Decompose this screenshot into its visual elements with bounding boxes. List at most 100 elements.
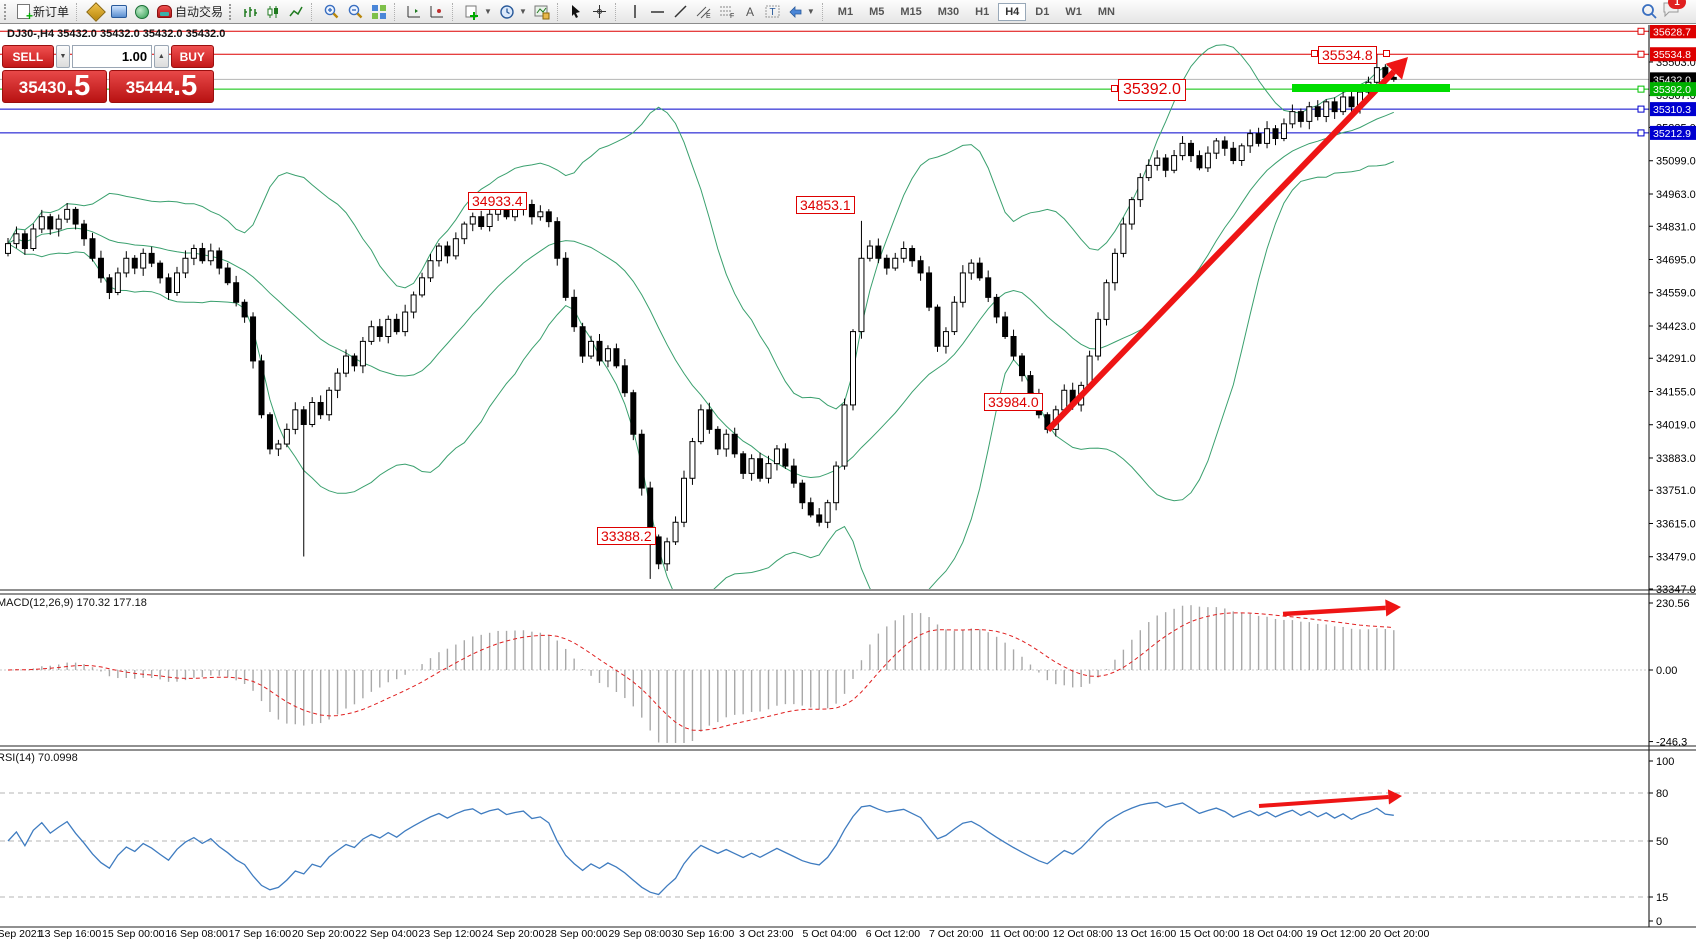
period-button[interactable]: ▼ (496, 2, 530, 22)
svg-text:24 Sep 20:00: 24 Sep 20:00 (482, 928, 545, 940)
timeframe-m15[interactable]: M15 (893, 3, 928, 21)
svg-text:34695.0: 34695.0 (1656, 254, 1696, 266)
dropdown-arrow-icon: ▼ (518, 7, 527, 16)
buy-price-display[interactable]: 35444.5 (109, 70, 214, 103)
cursor-button[interactable] (566, 2, 588, 22)
svg-text:0.00: 0.00 (1656, 665, 1677, 677)
svg-text:34963.0: 34963.0 (1656, 189, 1696, 201)
svg-text:15 Sep 00:00: 15 Sep 00:00 (102, 928, 165, 940)
sell-price-main: 35430 (18, 78, 67, 97)
text-label-button[interactable]: T (762, 2, 784, 22)
macd-indicator-label: MACD(12,26,9) 170.32 177.18 (0, 597, 147, 609)
chart-canvas[interactable]: 35503.035367.035235.035099.034963.034831… (0, 25, 1696, 940)
search-icon (1642, 3, 1657, 19)
svg-text:33479.0: 33479.0 (1656, 552, 1696, 564)
auto-trading-button[interactable]: 自动交易 (154, 2, 226, 22)
volume-decrease-button[interactable]: ▼ (55, 45, 71, 68)
vertical-line-button[interactable] (624, 2, 646, 22)
candlestick-button[interactable] (262, 2, 284, 22)
text-label-icon: T (765, 5, 780, 18)
arrows-tool-button[interactable]: ▼ (785, 2, 818, 22)
new-order-label: 新订单 (33, 5, 70, 19)
sell-button[interactable]: SELL (2, 45, 54, 68)
toolbar-grip[interactable] (229, 3, 236, 20)
svg-text:19 Oct 12:00: 19 Oct 12:00 (1306, 928, 1366, 940)
separator (311, 2, 316, 21)
text-button[interactable]: A (739, 2, 761, 22)
search-button[interactable] (1637, 2, 1661, 22)
svg-text:7 Oct 20:00: 7 Oct 20:00 (929, 928, 983, 940)
timeframe-m5[interactable]: M5 (862, 3, 891, 21)
fibonacci-button[interactable]: F (716, 2, 738, 22)
dropdown-arrow-icon: ▼ (484, 7, 492, 16)
timeframe-h4[interactable]: H4 (998, 2, 1027, 21)
signals-button[interactable] (131, 2, 153, 22)
signals-icon (135, 4, 150, 19)
new-order-icon (17, 4, 33, 23)
timeframe-w1[interactable]: W1 (1058, 3, 1089, 21)
zoom-in-icon (324, 4, 339, 19)
vertical-line-icon (634, 5, 636, 18)
line-chart-icon (289, 6, 303, 16)
buy-price-main: 35444 (125, 78, 174, 97)
add-indicator-button[interactable]: ▼ (461, 2, 495, 22)
svg-text:34831.0: 34831.0 (1656, 221, 1696, 233)
templates-icon (534, 5, 550, 19)
tile-windows-button[interactable] (368, 2, 390, 22)
auto-scroll-button[interactable] (403, 2, 425, 22)
svg-text:12 Oct 08:00: 12 Oct 08:00 (1053, 928, 1113, 940)
new-order-button[interactable]: 新订单 (14, 2, 72, 23)
sell-price-fraction: .5 (66, 70, 91, 102)
svg-text:T: T (769, 7, 775, 18)
market-watch-button[interactable] (85, 1, 107, 22)
svg-text:0: 0 (1656, 916, 1662, 928)
timeframe-m1[interactable]: M1 (831, 3, 860, 21)
svg-text:23 Sep 12:00: 23 Sep 12:00 (419, 928, 482, 940)
fibonacci-icon: F (719, 6, 734, 19)
horizontal-line-button[interactable] (647, 2, 669, 22)
trendline-icon (674, 5, 687, 18)
timeframe-d1[interactable]: D1 (1028, 3, 1056, 21)
notifications-button[interactable]: 1 (1662, 0, 1686, 23)
svg-text:18 Oct 04:00: 18 Oct 04:00 (1243, 928, 1303, 940)
svg-text:34291.0: 34291.0 (1656, 353, 1696, 365)
templates-button[interactable] (531, 2, 553, 22)
svg-text:Sep 2021: Sep 2021 (0, 928, 43, 940)
bar-chart-button[interactable] (239, 2, 261, 22)
svg-text:5 Oct 04:00: 5 Oct 04:00 (802, 928, 856, 940)
zoom-in-button[interactable] (320, 2, 343, 22)
meta-editor-button[interactable] (108, 2, 130, 22)
dropdown-arrow-icon: ▼ (806, 7, 815, 16)
sell-price-display[interactable]: 35430.5 (2, 70, 107, 103)
chart-shift-button[interactable] (426, 2, 448, 22)
svg-text:34423.0: 34423.0 (1656, 321, 1696, 333)
trendline-button[interactable] (670, 2, 692, 22)
buy-button[interactable]: BUY (170, 45, 214, 68)
toolbar-grip[interactable] (4, 3, 11, 20)
chart-shift-icon (430, 5, 444, 17)
svg-text:A: A (746, 5, 754, 19)
crosshair-icon (593, 5, 607, 18)
crosshair-button[interactable] (589, 2, 611, 22)
horizontal-line-icon (651, 10, 665, 13)
separator (556, 2, 562, 21)
timeframe-h1[interactable]: H1 (968, 3, 996, 21)
market-watch-icon (86, 1, 106, 22)
timeframe-m30[interactable]: M30 (931, 3, 966, 21)
add-indicator-icon (465, 5, 479, 20)
line-chart-button[interactable] (285, 2, 307, 22)
cursor-icon (572, 5, 581, 18)
channel-button[interactable]: E (693, 2, 715, 22)
channel-icon: E (696, 6, 711, 19)
zoom-out-button[interactable] (344, 2, 367, 22)
svg-text:34559.0: 34559.0 (1656, 288, 1696, 300)
volume-input[interactable] (72, 45, 153, 68)
text-icon: A (746, 5, 754, 19)
timeframe-mn[interactable]: MN (1091, 3, 1122, 21)
volume-increase-button[interactable]: ▲ (154, 45, 169, 68)
tile-windows-icon (372, 4, 387, 19)
svg-text:E: E (706, 13, 711, 19)
svg-text:16 Sep 08:00: 16 Sep 08:00 (165, 928, 228, 940)
svg-text:33883.0: 33883.0 (1656, 453, 1696, 465)
